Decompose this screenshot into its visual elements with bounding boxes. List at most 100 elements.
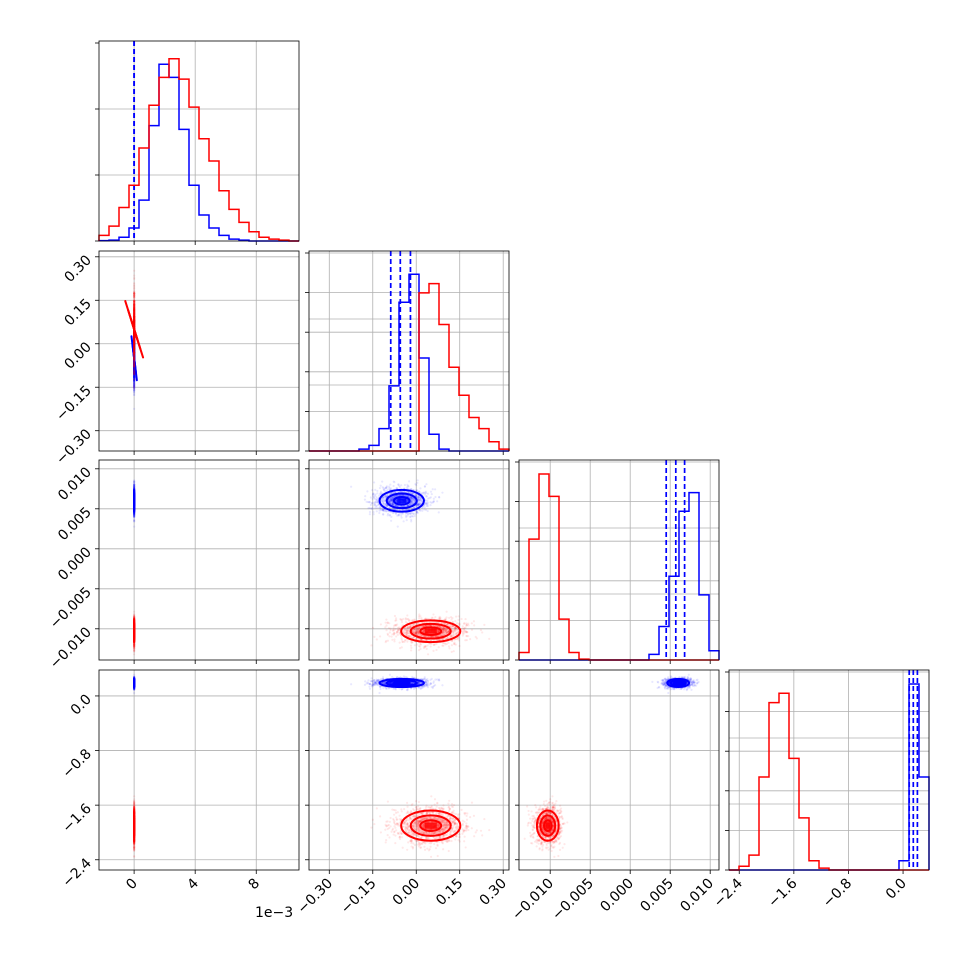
- sample-point: [133, 321, 136, 324]
- sample-point: [133, 376, 136, 380]
- sample-point: [133, 374, 136, 378]
- sample-point: [133, 340, 136, 344]
- y-tick-label: 0.30: [61, 252, 94, 285]
- sample-point: [133, 335, 136, 338]
- sample-point: [133, 319, 136, 322]
- sample-point: [133, 383, 136, 386]
- sample-point: [133, 384, 136, 387]
- sample-point: [133, 304, 136, 307]
- sample-point: [133, 357, 136, 360]
- sample-point: [133, 336, 136, 339]
- y-tick-label: −0.005: [47, 584, 95, 632]
- sample-point: [133, 359, 136, 362]
- sample-point: [133, 335, 136, 338]
- sample-point: [133, 335, 136, 338]
- sample-point: [133, 338, 136, 341]
- sample-point: [133, 378, 136, 381]
- sample-point: [133, 371, 136, 375]
- sample-point: [133, 347, 136, 350]
- sample-point: [133, 381, 136, 384]
- sample-point: [133, 316, 136, 319]
- sample-point: [133, 376, 136, 379]
- sample-point: [133, 371, 136, 374]
- sample-point: [133, 376, 136, 379]
- sample-point: [133, 382, 136, 385]
- sample-point: [133, 340, 136, 344]
- sample-point: [133, 284, 136, 287]
- sample-point: [133, 346, 136, 349]
- sample-point: [133, 375, 136, 378]
- sample-point: [133, 319, 136, 322]
- sample-point: [133, 320, 136, 323]
- sample-point: [133, 335, 136, 339]
- sample-point: [133, 294, 136, 298]
- sample-point: [132, 359, 136, 362]
- sample-point: [133, 321, 136, 324]
- sample-point: [133, 373, 136, 376]
- sample-point: [133, 349, 136, 353]
- sample-point: [133, 344, 136, 347]
- sample-point: [133, 373, 136, 376]
- sample-point: [133, 372, 136, 376]
- sample-point: [133, 341, 136, 345]
- sample-point: [133, 372, 136, 375]
- sample-point: [133, 377, 136, 380]
- sample-point: [133, 340, 136, 343]
- sample-point: [133, 339, 136, 343]
- sample-point: [133, 339, 136, 342]
- sample-point: [133, 304, 136, 307]
- sample-point: [133, 373, 136, 377]
- y-tick-label: −0.010: [47, 624, 95, 672]
- sample-point: [133, 315, 136, 318]
- y-tick-label: 0.010: [55, 464, 95, 504]
- sample-point: [133, 382, 136, 385]
- sample-point: [133, 407, 136, 410]
- sample-point: [133, 321, 136, 324]
- sample-point: [133, 336, 136, 340]
- sample-point: [133, 342, 136, 345]
- sample-point: [133, 335, 136, 338]
- sample-point: [133, 380, 136, 383]
- sample-point: [133, 312, 136, 315]
- sample-point: [133, 342, 136, 345]
- sample-point: [133, 376, 136, 379]
- sample-point: [133, 320, 136, 323]
- sample-point: [133, 335, 136, 338]
- sample-point: [133, 336, 136, 339]
- sample-point: [133, 308, 136, 312]
- sample-point: [133, 336, 136, 339]
- sample-point: [133, 334, 136, 337]
- sample-point: [133, 287, 136, 290]
- sample-point: [133, 336, 136, 339]
- sample-point: [133, 372, 136, 375]
- sample-point: [133, 306, 136, 310]
- sample-point: [133, 316, 136, 319]
- sample-point: [133, 315, 136, 318]
- sample-point: [133, 375, 136, 378]
- sample-point: [133, 312, 136, 315]
- sample-point: [133, 382, 136, 385]
- sample-point: [133, 321, 136, 324]
- sample-point: [133, 372, 136, 375]
- sample-point: [133, 379, 136, 382]
- sample-point: [133, 340, 136, 344]
- sample-point: [133, 371, 136, 374]
- sample-point: [133, 338, 136, 341]
- sample-point: [133, 320, 136, 323]
- sample-point: [133, 343, 136, 346]
- sample-point: [133, 347, 136, 351]
- sample-point: [133, 338, 136, 341]
- sample-point: [133, 354, 136, 357]
- sample-point: [133, 372, 136, 375]
- sample-point: [133, 343, 136, 346]
- sample-point: [133, 319, 136, 322]
- sample-point: [133, 340, 136, 343]
- panel-frame: [98, 250, 300, 452]
- sample-point: [133, 370, 136, 373]
- sample-point: [133, 308, 136, 312]
- sample-point: [133, 343, 136, 346]
- sample-point: [133, 337, 136, 340]
- sample-point: [133, 314, 136, 317]
- sample-point: [133, 319, 136, 322]
- sample-point: [133, 302, 136, 306]
